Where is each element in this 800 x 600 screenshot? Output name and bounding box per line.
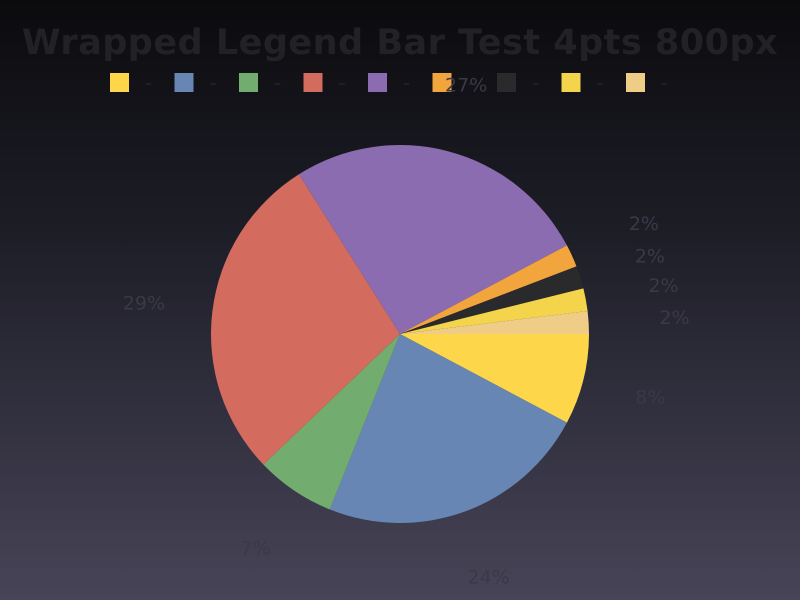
legend-label: – xyxy=(339,76,346,92)
legend-label: – xyxy=(661,76,668,92)
legend: – – – – – – – – – xyxy=(110,73,668,92)
slice-percent-label: 2% xyxy=(635,245,665,267)
slice-percent-label: 7% xyxy=(240,538,270,560)
slice-percent-label: 27% xyxy=(445,75,487,97)
pie-slice xyxy=(400,288,588,334)
legend-swatch xyxy=(303,73,323,92)
pie-slice xyxy=(400,245,577,334)
chart-title: Wrapped Legend Bar Test 4pts 800px xyxy=(22,23,778,63)
pie-slice xyxy=(329,334,567,523)
legend-label: – xyxy=(210,76,217,92)
legend-swatch xyxy=(174,73,194,92)
legend-label: – xyxy=(597,76,604,92)
pie-slice xyxy=(400,334,589,423)
pie-slice xyxy=(400,310,589,334)
legend-swatch xyxy=(561,73,581,92)
slice-labels: 8% 24% 7% 29% 27% 2% 2% 2% 2% xyxy=(123,75,690,589)
pie-slices xyxy=(211,145,589,523)
legend-swatch xyxy=(239,73,258,92)
legend-swatch xyxy=(432,73,452,92)
slice-percent-label: 2% xyxy=(648,275,678,297)
legend-label: – xyxy=(274,76,281,92)
slice-percent-label: 8% xyxy=(635,386,665,408)
pie-slice xyxy=(211,174,400,465)
legend-label: – xyxy=(145,76,152,92)
pie-slice xyxy=(298,145,567,334)
legend-swatch xyxy=(626,73,645,92)
legend-label: – xyxy=(468,76,475,92)
slice-percent-label: 29% xyxy=(123,293,165,315)
legend-swatch xyxy=(368,73,387,92)
slice-percent-label: 2% xyxy=(629,213,659,235)
legend-swatch xyxy=(497,73,516,92)
legend-label: – xyxy=(403,76,410,92)
pie-slice xyxy=(400,266,584,334)
slice-percent-label: 24% xyxy=(468,566,510,588)
legend-swatch xyxy=(110,73,129,92)
pie-slice xyxy=(263,334,400,510)
slice-percent-label: 2% xyxy=(659,307,689,329)
legend-label: – xyxy=(532,76,539,92)
